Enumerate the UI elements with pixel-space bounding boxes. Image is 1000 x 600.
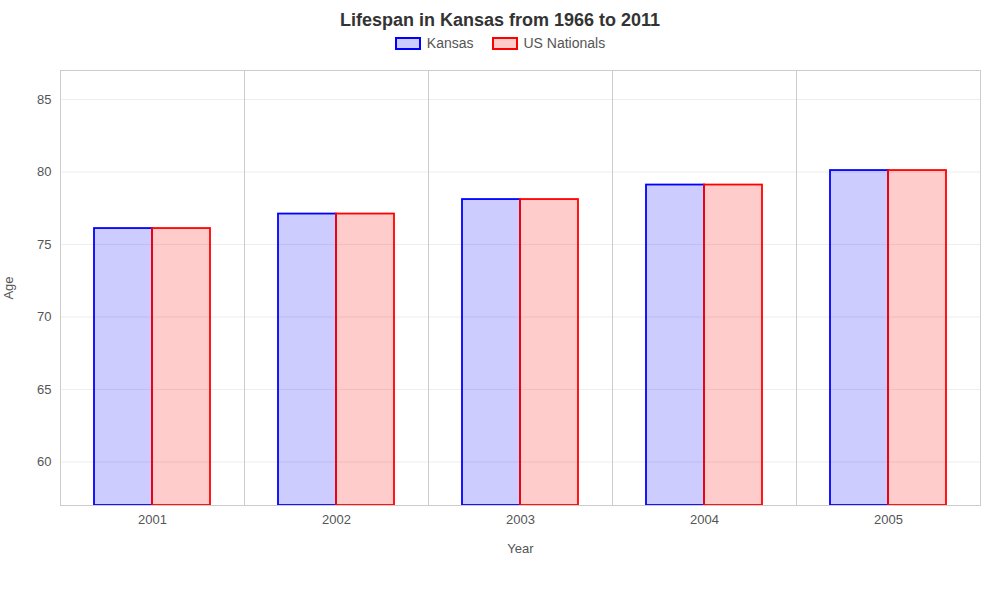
svg-text:65: 65 [37, 382, 51, 397]
svg-text:2003: 2003 [506, 512, 535, 527]
svg-text:Year: Year [507, 541, 534, 556]
svg-text:2001: 2001 [138, 512, 167, 527]
html-text:Kansas: Kansas [426, 35, 474, 51]
html-text:US Nationals: US Nationals [523, 35, 606, 51]
svg-text:2004: 2004 [690, 512, 719, 527]
svg-text:75: 75 [37, 237, 51, 252]
svg-text:85: 85 [37, 92, 51, 107]
svg-text:60: 60 [37, 454, 51, 469]
html-text:Lifespan in Kansas from 1966 t: Lifespan in Kansas from 1966 to 2011 [339, 10, 661, 30]
svg-text:2005: 2005 [874, 512, 903, 527]
svg-text:2002: 2002 [322, 512, 351, 527]
svg-text:Age: Age [1, 276, 16, 299]
svg-text:70: 70 [37, 309, 51, 324]
svg-text:80: 80 [37, 164, 51, 179]
